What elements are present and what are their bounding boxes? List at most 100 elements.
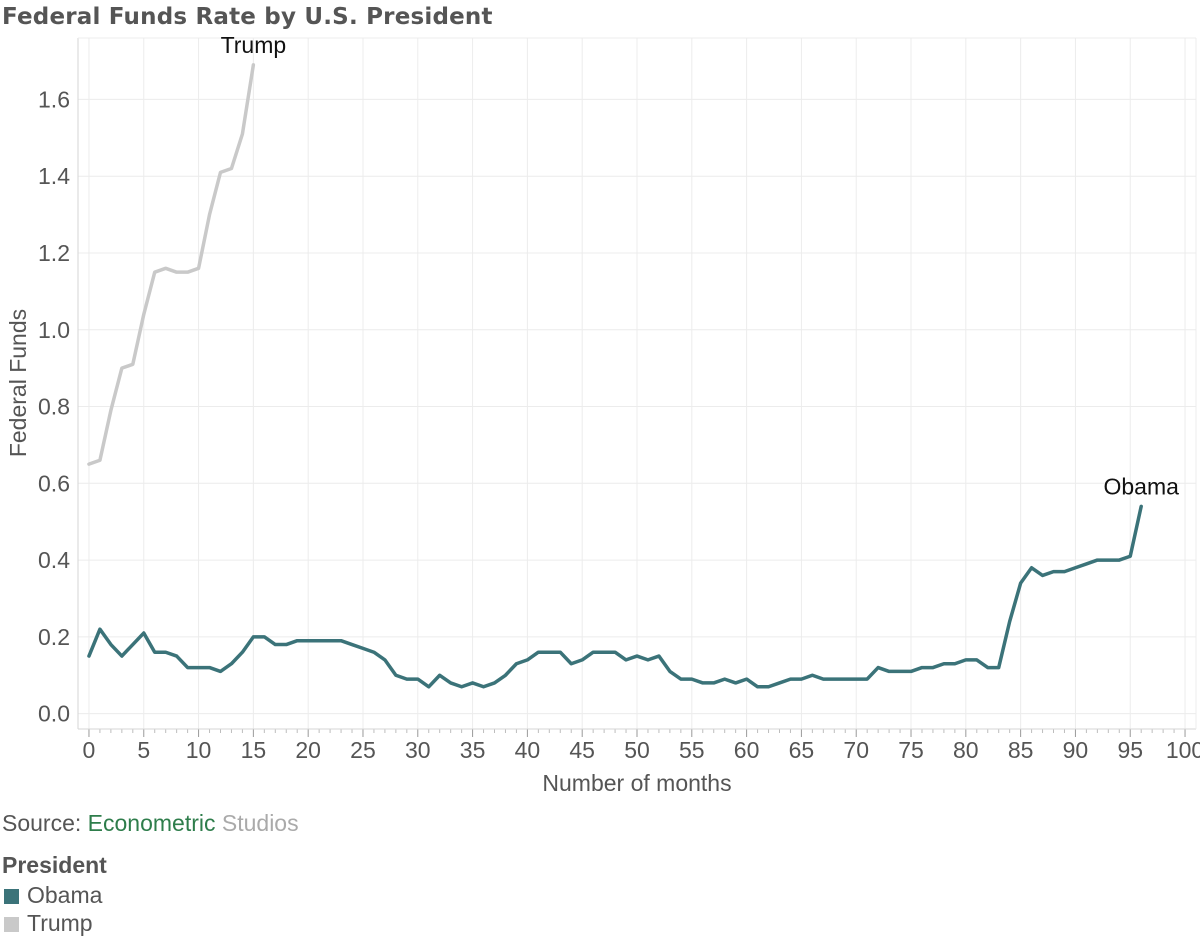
source-highlight: Econometric (87, 810, 216, 836)
line-chart: 0 5 10 15 20 25 30 35 40 45 50 55 60 65 70 75 80 85 90 95 10… (5, 32, 1200, 796)
x-tick-label: 45 (569, 737, 595, 763)
data-point-obama (865, 677, 869, 681)
axes: 0 5 10 15 20 25 30 35 40 45 50 55 60 65 70 75 80 85 90 95 10… (5, 37, 1200, 796)
x-tick-label: 65 (789, 737, 815, 763)
data-point-obama (416, 677, 420, 681)
data-point-obama (306, 639, 310, 643)
data-point-obama (657, 654, 661, 658)
data-point-obama (482, 685, 486, 689)
data-point-obama (854, 677, 858, 681)
x-tick-label: 85 (1008, 737, 1034, 763)
legend-label-obama: Obama (27, 882, 103, 908)
data-point-obama (1041, 573, 1045, 577)
y-tick-label: 1.2 (38, 240, 70, 266)
series-end-label-obama: Obama (1103, 473, 1179, 499)
data-point-obama (229, 662, 233, 666)
data-point-obama (1106, 558, 1110, 562)
source-note: Source: Econometric Studios (2, 810, 299, 837)
data-point-obama (975, 658, 979, 662)
data-point-obama (284, 643, 288, 647)
data-point-obama (613, 650, 617, 654)
data-point-trump (109, 408, 113, 412)
data-point-obama (723, 677, 727, 681)
grid-lines (78, 38, 1196, 729)
data-point-obama (273, 643, 277, 647)
data-point-obama (536, 650, 540, 654)
data-point-obama (186, 666, 190, 670)
y-tick-label: 1.0 (38, 317, 70, 343)
legend-item-obama[interactable]: Obama (4, 882, 102, 909)
data-point-obama (646, 658, 650, 662)
series-labels: Trump Obama (221, 32, 1180, 499)
data-point-obama (262, 635, 266, 639)
data-point-obama (997, 666, 1001, 670)
data-point-obama (909, 669, 913, 673)
data-point-trump (175, 270, 179, 274)
data-point-obama (898, 669, 902, 673)
data-point-trump (142, 312, 146, 316)
data-point-obama (383, 658, 387, 662)
data-point-obama (471, 681, 475, 685)
data-point-trump (197, 266, 201, 270)
data-point-obama (1128, 554, 1132, 558)
data-point-obama (1062, 570, 1066, 574)
legend-title: President (2, 852, 107, 878)
data-point-trump (120, 366, 124, 370)
x-tick-label: 35 (460, 737, 486, 763)
x-tick-label: 10 (186, 737, 212, 763)
data-point-obama (493, 681, 497, 685)
series-line-obama (87, 504, 1143, 689)
data-point-obama (964, 658, 968, 662)
source-suffix: Studios (215, 810, 299, 836)
data-point-obama (668, 669, 672, 673)
data-point-obama (98, 627, 102, 631)
data-point-obama (120, 654, 124, 658)
x-tick-label: 15 (241, 737, 267, 763)
x-tick-label: 20 (295, 737, 321, 763)
data-point-obama (175, 654, 179, 658)
data-point-trump (153, 270, 157, 274)
data-point-obama (514, 662, 518, 666)
data-point-obama (438, 673, 442, 677)
data-point-obama (712, 681, 716, 685)
data-point-trump (218, 170, 222, 174)
data-point-obama (624, 658, 628, 662)
x-tick-label: 0 (83, 737, 96, 763)
data-point-obama (1095, 558, 1099, 562)
x-tick-label: 40 (515, 737, 541, 763)
data-point-obama (87, 654, 91, 658)
data-point-obama (503, 673, 507, 677)
data-point-obama (131, 643, 135, 647)
y-tick-label: 1.4 (38, 163, 70, 189)
x-tick-label: 30 (405, 737, 431, 763)
data-point-obama (756, 685, 760, 689)
data-point-trump (229, 167, 233, 171)
data-point-obama (635, 654, 639, 658)
legend-swatch-trump (4, 917, 19, 932)
data-point-obama (767, 685, 771, 689)
data-point-obama (1019, 581, 1023, 585)
data-point-obama (208, 666, 212, 670)
data-point-obama (1139, 504, 1143, 508)
x-tick-label: 90 (1063, 737, 1089, 763)
x-tick-label: 80 (953, 737, 979, 763)
data-point-obama (580, 658, 584, 662)
legend-item-trump[interactable]: Trump (4, 910, 93, 937)
data-point-obama (251, 635, 255, 639)
data-point-obama (1052, 570, 1056, 574)
data-point-obama (701, 681, 705, 685)
source-prefix: Source: (2, 810, 88, 836)
x-tick-label: 100 (1166, 737, 1200, 763)
data-point-obama (525, 658, 529, 662)
data-point-obama (164, 650, 168, 654)
data-point-obama (876, 666, 880, 670)
data-point-obama (339, 639, 343, 643)
data-point-obama (843, 677, 847, 681)
x-tick-label: 5 (137, 737, 150, 763)
data-point-obama (142, 631, 146, 635)
data-point-obama (109, 643, 113, 647)
data-point-trump (251, 63, 255, 67)
data-point-obama (569, 662, 573, 666)
data-point-trump (87, 462, 91, 466)
series-end-label-trump: Trump (221, 32, 287, 58)
